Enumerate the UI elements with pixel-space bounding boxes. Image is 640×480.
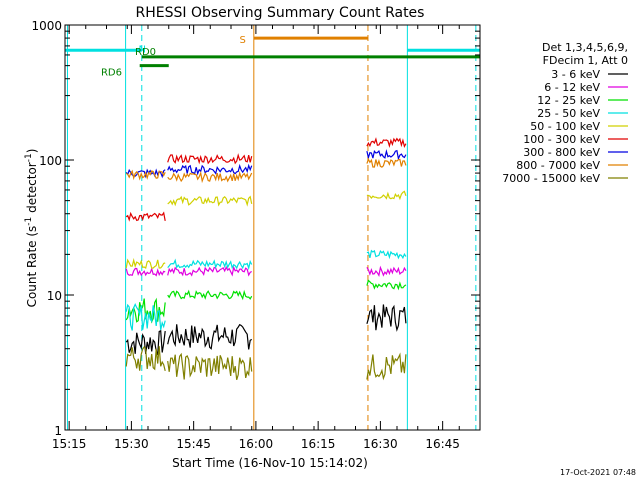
chart-title: RHESSI Observing Summary Count Rates [136,5,425,21]
x-tick-label: 16:15 [301,437,336,451]
series-traces [125,137,407,381]
x-tick-label: 16:00 [239,437,274,451]
legend-label: 6 - 12 keV [544,81,600,94]
legend-label: 12 - 25 keV [537,94,600,107]
x-tick-label: 16:30 [363,437,398,451]
series-line [125,157,407,184]
series-line [125,279,407,324]
y-tick-label: 100 [39,154,62,168]
series-line [125,304,407,356]
y-tick-label: 1 [54,424,62,438]
x-tick-label: 16:45 [425,437,460,451]
x-tick-label: 15:15 [52,437,87,451]
legend: Det 1,3,4,5,6,9,FDecim 1, Att 03 - 6 keV… [502,41,628,185]
legend-label: 300 - 800 keV [523,146,600,159]
series-line [125,249,407,331]
flag-label: S [239,35,245,46]
legend-label: 3 - 6 keV [551,68,600,81]
legend-label: 50 - 100 keV [530,120,600,133]
event-lines [66,25,477,430]
timestamp: 17-Oct-2021 07:48 [560,468,636,477]
flag-label: RD0 [135,47,156,58]
series-line [125,149,407,179]
flag-label: RD6 [101,68,122,79]
x-tick-label: 15:45 [176,437,211,451]
y-tick-label: 10 [47,289,62,303]
y-tick-label: 1000 [31,19,62,33]
legend-label: 25 - 50 keV [537,107,600,120]
series-line [125,137,407,222]
series-line [125,265,407,277]
legend-header: FDecim 1, Att 0 [543,54,628,67]
x-tick-label: 15:30 [114,437,149,451]
legend-label: 100 - 300 keV [523,133,600,146]
x-axis-label: Start Time (16-Nov-10 15:14:02) [172,456,368,470]
legend-header: Det 1,3,4,5,6,9, [542,41,628,54]
axes-ticks: 1 10 100 1000 15:15 15:30 15:45 16:00 16:15 16:30… [31,19,481,451]
plot-frame [64,24,481,431]
legend-label: 7000 - 15000 keV [502,172,600,185]
flag-label: N [138,44,145,55]
series-line [125,345,407,381]
series-line [125,190,407,269]
legend-label: 800 - 7000 keV [516,159,600,172]
y-axis-label: Count Rate (s-1 detector-1) [24,149,39,308]
